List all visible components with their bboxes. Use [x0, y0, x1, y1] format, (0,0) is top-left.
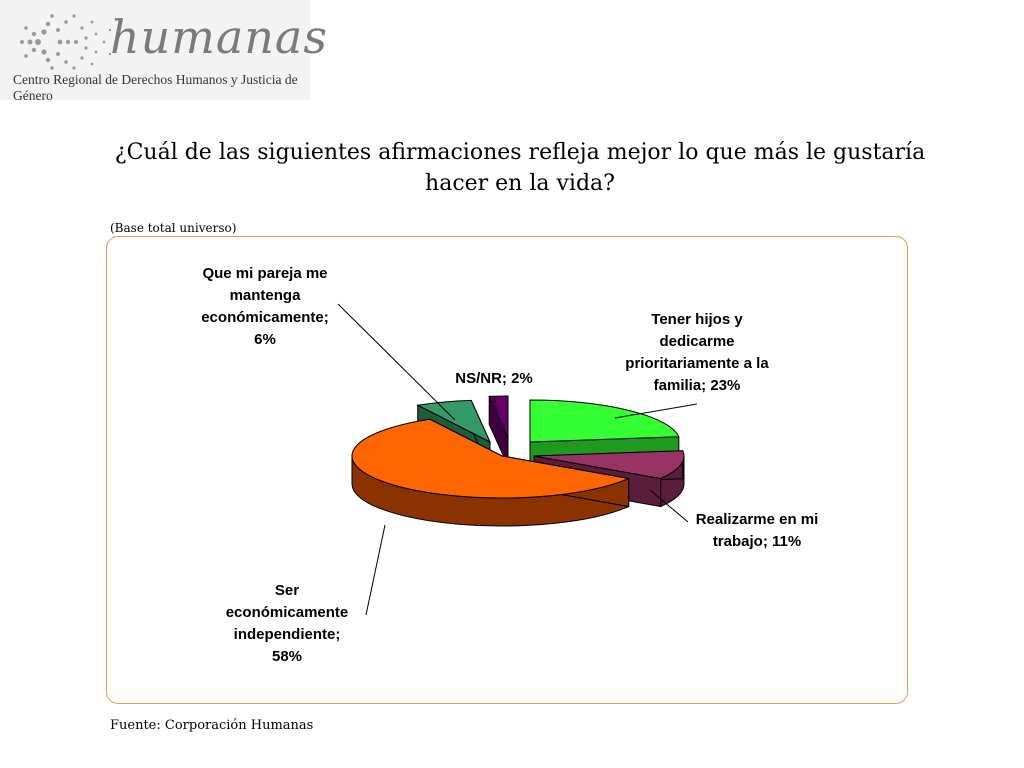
slide-title: ¿Cuál de las siguientes afirmaciones ref…	[114, 140, 926, 196]
slice-label: Tener hijos y dedicarme prioritariamente a…	[625, 311, 769, 394]
pie-slice-ser-econ-micamente-independiente	[351, 418, 631, 499]
leader-line	[365, 524, 386, 616]
slice-label: NS/NR; 2%	[455, 370, 533, 387]
pie-slice-tener-hijos-y-dedicarme-prioritariamente-a-la-familia	[529, 399, 680, 443]
source-note: Fuente: Corporación Humanas	[110, 718, 314, 733]
slice-label: Que mi pareja me mantenga económicamente; 6…	[201, 265, 329, 348]
pie-tops	[351, 395, 685, 499]
leader-line	[493, 397, 498, 411]
pie-slice-ns-nr	[488, 395, 509, 439]
base-note: (Base total universo)	[110, 221, 237, 235]
slice-label: Ser económicamente independiente; 58%	[226, 582, 349, 665]
chart-frame	[106, 236, 908, 704]
leader-line	[614, 403, 698, 419]
pie-slice-que-mi-pareja-me-mantenga-econ-micamente	[416, 399, 492, 444]
logo-sunburst-icon	[20, 14, 112, 70]
pie-slice-realizarme-en-mi-trabajo	[533, 450, 685, 480]
slice-label: Realizarme en mi trabajo; 11%	[696, 511, 819, 550]
humanas-logo: humanas Centro Regional de Derechos Huma…	[0, 0, 327, 103]
logo-wordmark: humanas	[110, 10, 328, 64]
logo-subtitle: Centro Regional de Derechos Humanos y Ju…	[13, 72, 298, 103]
pie-labels: Tener hijos y dedicarme prioritariamente a…	[201, 265, 818, 665]
leader-line	[649, 489, 689, 523]
leader-line	[337, 303, 456, 421]
